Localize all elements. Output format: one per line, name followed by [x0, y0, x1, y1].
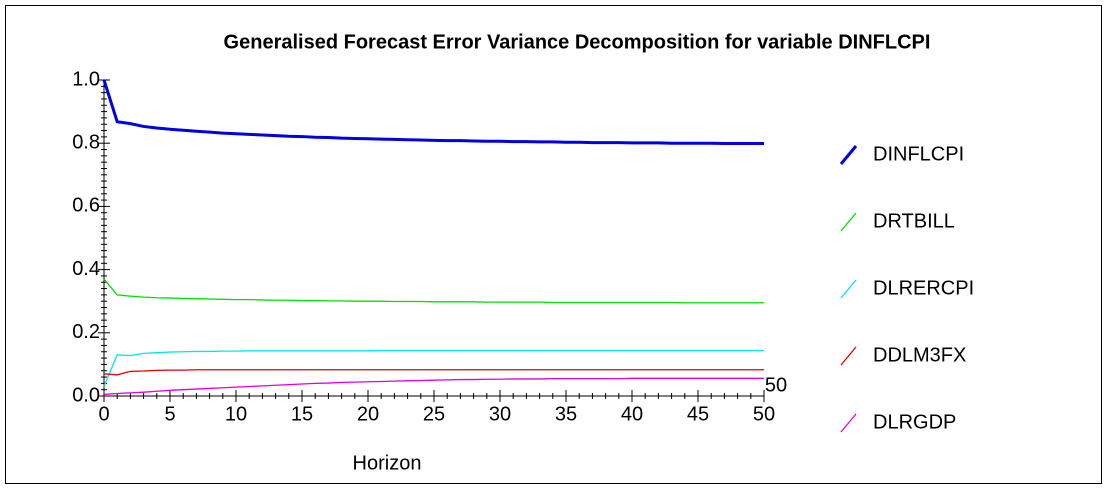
legend-label: DINFLCPI — [873, 143, 964, 165]
y-tick-label: 1.0 — [72, 68, 100, 90]
y-tick-label: 0.8 — [72, 131, 100, 153]
y-tick-label: 0.2 — [72, 321, 100, 343]
y-tick-label: 0.0 — [72, 384, 100, 406]
y-tick-label: 0.4 — [72, 258, 100, 280]
legend-label: DRTBILL — [873, 210, 955, 232]
x-tick-label: 5 — [164, 403, 175, 425]
series-line — [103, 377, 764, 396]
chart-title: Generalised Forecast Error Variance Deco… — [224, 31, 931, 53]
legend-label: DLRERCPI — [873, 277, 974, 299]
x-axis-end-label: 50 — [765, 374, 787, 396]
series-line — [103, 278, 764, 304]
x-tick-label: 30 — [489, 403, 511, 425]
y-tick-label: 0.6 — [72, 195, 100, 217]
x-tick-label: 40 — [621, 403, 643, 425]
x-tick-label: 50 — [753, 403, 775, 425]
legend-swatch — [840, 346, 857, 366]
x-tick-label: 25 — [423, 403, 445, 425]
x-tick-label: 15 — [291, 403, 313, 425]
x-tick-label: 20 — [357, 403, 379, 425]
x-tick-label: 45 — [687, 403, 709, 425]
x-tick-label: 35 — [555, 403, 577, 425]
legend-label: DLRGDP — [873, 411, 956, 433]
legend-swatch — [840, 413, 857, 433]
series-line — [103, 369, 764, 376]
x-tick-label: 0 — [98, 403, 109, 425]
x-axis-label: Horizon — [353, 452, 422, 474]
legend-label: DDLM3FX — [873, 344, 966, 366]
series-line — [102, 79, 764, 146]
x-tick-label: 10 — [225, 403, 247, 425]
legend-swatch — [839, 145, 858, 165]
frame — [5, 5, 1102, 484]
legend-swatch — [840, 212, 857, 232]
legend-swatch — [840, 279, 857, 299]
series-line — [103, 349, 764, 387]
